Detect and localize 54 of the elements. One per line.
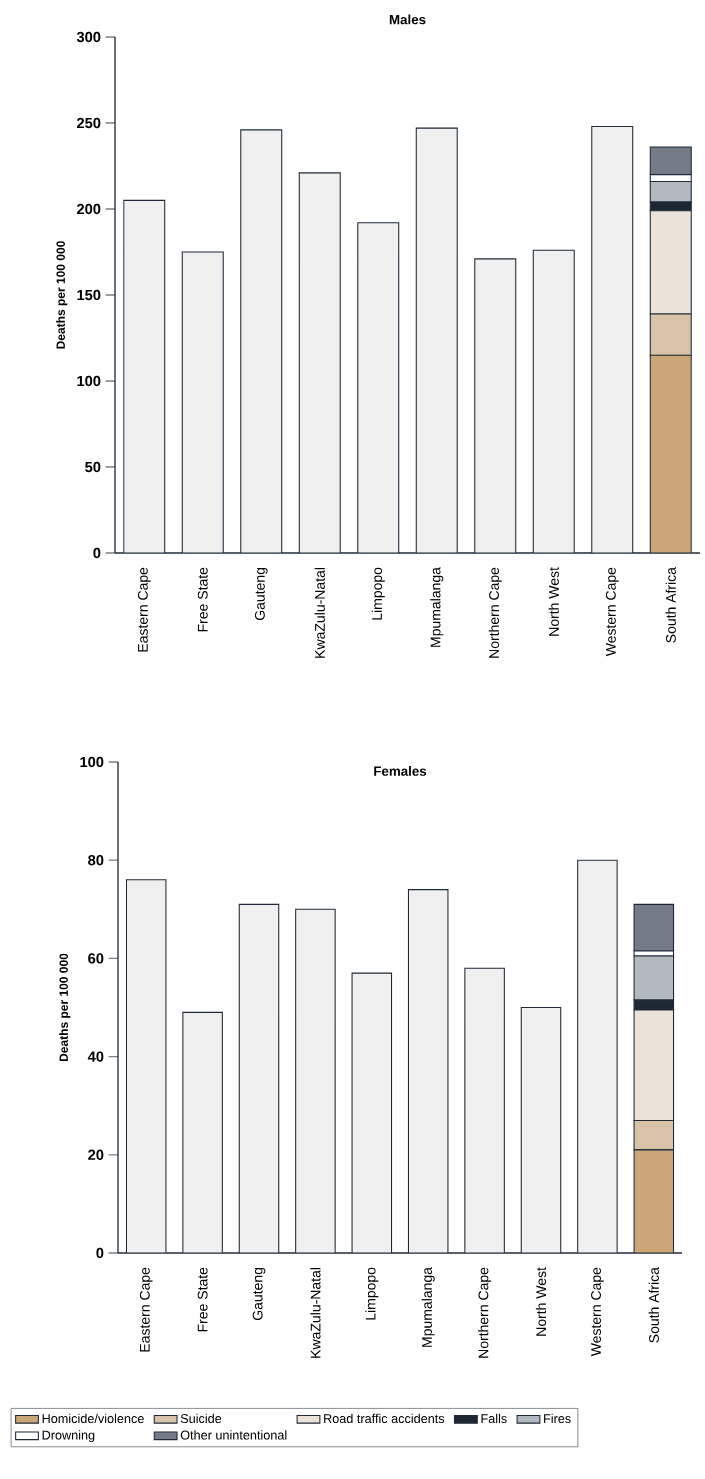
x-tick-label: Free State bbox=[197, 567, 208, 632]
x-tick-label: Mpumalanga bbox=[421, 1267, 435, 1347]
legend-label: Fires bbox=[544, 1413, 571, 1424]
y-tick-label: 60 bbox=[88, 953, 104, 964]
x-tick-label: KwaZulu-Natal bbox=[314, 567, 325, 658]
x-tick-label: Eastern Cape bbox=[139, 1267, 153, 1352]
bar bbox=[633, 903, 675, 952]
legend-label: Road traffic accidents bbox=[324, 1413, 445, 1424]
bar bbox=[357, 222, 400, 553]
y-tick-label: 20 bbox=[88, 1149, 104, 1160]
bar bbox=[532, 249, 575, 553]
bar bbox=[415, 127, 458, 553]
y-tick-label: 50 bbox=[85, 461, 101, 473]
legend-label: Falls bbox=[481, 1413, 507, 1424]
legend-label: Drowning bbox=[42, 1430, 95, 1443]
x-tick-label: Northern Cape bbox=[488, 567, 502, 658]
x-tick-label: South Africa bbox=[665, 567, 676, 643]
x-tick-label: North West bbox=[548, 567, 559, 636]
bar bbox=[298, 172, 341, 553]
bar bbox=[123, 199, 166, 553]
y-tick-label: 250 bbox=[76, 117, 101, 129]
x-tick-label: Northern Cape bbox=[478, 1267, 492, 1358]
y-tick-label: 40 bbox=[87, 1051, 104, 1062]
legend-label: Other unintentional bbox=[180, 1430, 287, 1440]
chart-title: Males bbox=[389, 14, 426, 25]
y-tick-label: 80 bbox=[88, 855, 104, 866]
x-tick-label: Limpopo bbox=[371, 567, 385, 620]
x-tick-label: Eastern Cape bbox=[137, 567, 151, 652]
x-tick-label: Western Cape bbox=[605, 567, 619, 657]
y-tick-label: 150 bbox=[77, 289, 101, 301]
legend-label: Homicide/violence bbox=[42, 1413, 144, 1424]
y-tick-label: 200 bbox=[76, 203, 101, 215]
y-tick-label: 0 bbox=[93, 547, 101, 559]
x-tick-label: North West bbox=[535, 1267, 547, 1336]
y-tick-label: 100 bbox=[77, 375, 101, 387]
bar bbox=[474, 258, 517, 553]
y-axis-title: Deaths per 100 000 bbox=[56, 241, 68, 349]
bar bbox=[591, 125, 634, 553]
x-tick-label: Limpopo bbox=[365, 1267, 379, 1320]
y-tick-label: 300 bbox=[76, 31, 101, 43]
x-tick-label: Gauteng bbox=[254, 567, 268, 621]
x-tick-label: KwaZulu-Natal bbox=[310, 1267, 321, 1358]
legend-label: Suicide bbox=[180, 1413, 222, 1424]
y-tick-label: 100 bbox=[80, 756, 104, 768]
x-tick-label: Western Cape bbox=[591, 1267, 604, 1357]
x-tick-label: South Africa bbox=[648, 1267, 659, 1343]
y-axis-title: Deaths per 100 000 bbox=[59, 953, 71, 1062]
chart-title: Females bbox=[374, 766, 427, 776]
x-tick-label: Mpumalanga bbox=[430, 567, 444, 647]
bar bbox=[181, 251, 224, 553]
x-tick-label: Gauteng bbox=[252, 1267, 266, 1321]
y-tick-label: 0 bbox=[96, 1247, 104, 1259]
bar bbox=[240, 129, 283, 553]
x-tick-label: Free State bbox=[197, 1267, 208, 1332]
